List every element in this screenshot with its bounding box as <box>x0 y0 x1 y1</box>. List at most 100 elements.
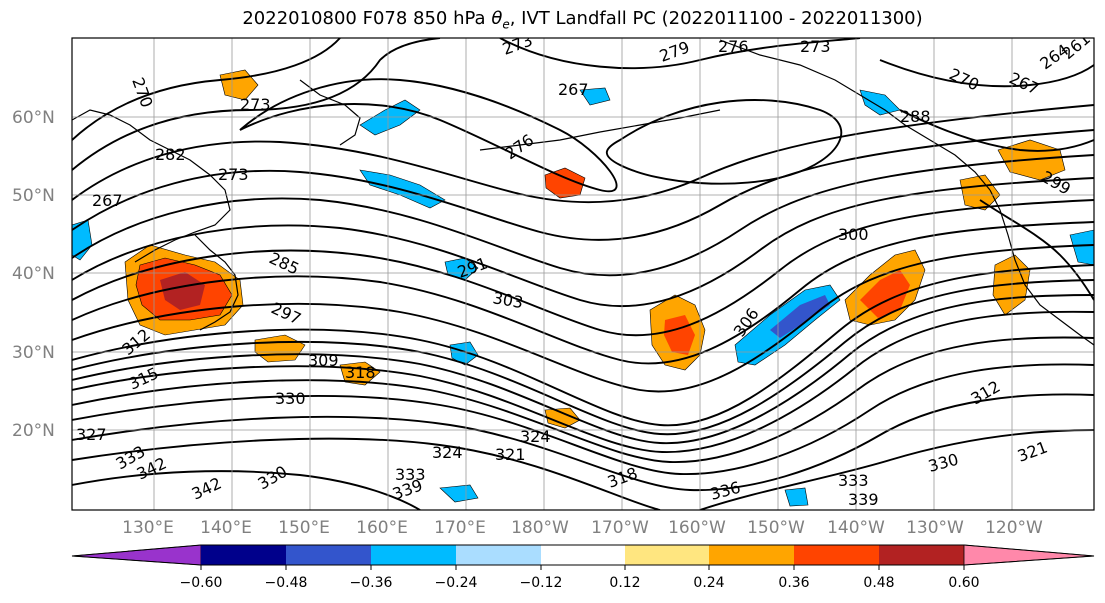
contour-line <box>72 264 1094 427</box>
contour-line <box>72 437 661 510</box>
coast-alaska <box>719 39 991 191</box>
contour-label: 333 <box>838 471 869 490</box>
coast-japan <box>194 234 239 331</box>
contour-label: 300 <box>838 225 869 244</box>
shade-blue-band-dark <box>770 295 830 338</box>
contour-line <box>72 279 1094 436</box>
contour-label: 318 <box>345 363 376 382</box>
colorbar-segment <box>794 545 879 565</box>
shade-japan-dark <box>160 272 205 310</box>
lon-label: 180°W <box>511 518 569 538</box>
shade-blue-4 <box>449 341 479 366</box>
contour-line <box>605 99 843 185</box>
coast-kamchatka <box>299 79 361 146</box>
colorbar-segment <box>371 545 456 565</box>
shade-blue-7 <box>859 89 901 116</box>
shade-goa-red <box>860 270 910 318</box>
lon-label: 130°W <box>906 518 964 538</box>
colorbar: −0.60 −0.48 −0.36 −0.24 −0.12 0.12 0.24 … <box>71 544 1095 591</box>
contour-line <box>72 310 1094 453</box>
contour-line <box>72 336 1094 463</box>
contour-label: 333 <box>395 465 426 484</box>
contour-line <box>72 154 1094 277</box>
lat-label: 40°N <box>12 264 55 284</box>
map-frame <box>71 37 1095 511</box>
colorbar-tick-label: −0.24 <box>435 575 478 591</box>
contour-line <box>239 78 618 193</box>
map-layers: 270 273 273 276 279 276 273 270 267 264 … <box>72 37 1094 510</box>
graticule <box>72 38 1094 510</box>
contour-line <box>72 177 1094 307</box>
contour-label: 309 <box>308 351 339 370</box>
contour-label: 273 <box>800 37 831 56</box>
shade-blue-9 <box>439 484 479 503</box>
longitude-labels: 130°E 140°E 150°E 160°E 170°E 180°W 170°… <box>122 518 1043 538</box>
shade-small-3 <box>544 407 581 429</box>
lon-label: 140°W <box>827 518 885 538</box>
contour-label: 330 <box>275 389 306 408</box>
contour-line <box>72 38 441 171</box>
lon-label: 120°W <box>985 518 1043 538</box>
contour-label: 324 <box>520 427 551 446</box>
contour-label: 267 <box>92 191 123 210</box>
colorbar-tick-label: 0.12 <box>609 575 640 591</box>
colorbar-segment <box>201 545 286 565</box>
contour-line <box>879 59 1094 88</box>
colorbar-ticks <box>200 565 965 570</box>
colorbar-tick-label: 0.36 <box>778 575 809 591</box>
contour-line <box>72 221 1094 365</box>
colorbar-segment <box>709 545 794 565</box>
colorbar-tick-label: −0.12 <box>520 575 563 591</box>
contour-line <box>72 363 1094 475</box>
colorbar-extend-min <box>71 544 202 566</box>
contour-label: 327 <box>76 425 107 444</box>
colorbar-segment <box>625 545 709 565</box>
contour-label: 282 <box>155 145 186 164</box>
contour-line <box>72 244 1094 393</box>
colorbar-segment <box>456 545 541 565</box>
colorbar-tick-label: −0.60 <box>180 575 223 591</box>
contour-label: 273 <box>240 95 271 114</box>
contour-label: 324 <box>432 443 463 462</box>
contour-label: 339 <box>848 490 879 509</box>
contour-label: 276 <box>718 37 749 56</box>
contour-line <box>72 104 1094 204</box>
contour-line <box>72 470 421 510</box>
lon-label: 170°E <box>434 518 486 538</box>
contour-line <box>72 129 1094 241</box>
contour-lines <box>72 38 1094 510</box>
colorbar-segment <box>879 545 964 565</box>
lon-label: 150°W <box>747 518 805 538</box>
latitude-labels: 60°N 50°N 40°N 30°N 20°N <box>12 108 55 441</box>
lon-label: 170°W <box>591 518 649 538</box>
chart-title: 2022010800 F078 850 hPa θe, IVT Landfall… <box>242 8 923 32</box>
shade-blue-5 <box>579 87 611 106</box>
contour-label: 273 <box>218 165 249 184</box>
shade-blue-8 <box>1069 229 1094 266</box>
colorbar-tick-label: −0.36 <box>350 575 393 591</box>
lon-label: 160°E <box>356 518 408 538</box>
contour-line <box>72 294 1094 444</box>
contour-line <box>72 199 1094 337</box>
lon-label: 130°E <box>122 518 174 538</box>
colorbar-tick-label: 0.48 <box>863 575 894 591</box>
lon-label: 160°W <box>668 518 726 538</box>
lat-label: 60°N <box>12 108 55 128</box>
colorbar-tick-label: −0.48 <box>265 575 308 591</box>
lat-label: 50°N <box>12 186 55 206</box>
colorbar-extend-max <box>963 544 1095 566</box>
lon-label: 150°E <box>278 518 330 538</box>
lat-label: 30°N <box>12 343 55 363</box>
contour-line <box>72 393 1094 492</box>
contour-line <box>699 429 1094 510</box>
contour-line <box>899 109 1094 152</box>
contour-line <box>72 38 341 141</box>
contour-label: 321 <box>495 445 526 464</box>
colorbar-tick-label: 0.24 <box>693 575 724 591</box>
contour-label: 288 <box>900 107 931 126</box>
contour-label: 267 <box>558 80 589 99</box>
lat-label: 20°N <box>12 421 55 441</box>
lon-label: 140°E <box>200 518 252 538</box>
colorbar-tick-label: 0.60 <box>948 575 979 591</box>
